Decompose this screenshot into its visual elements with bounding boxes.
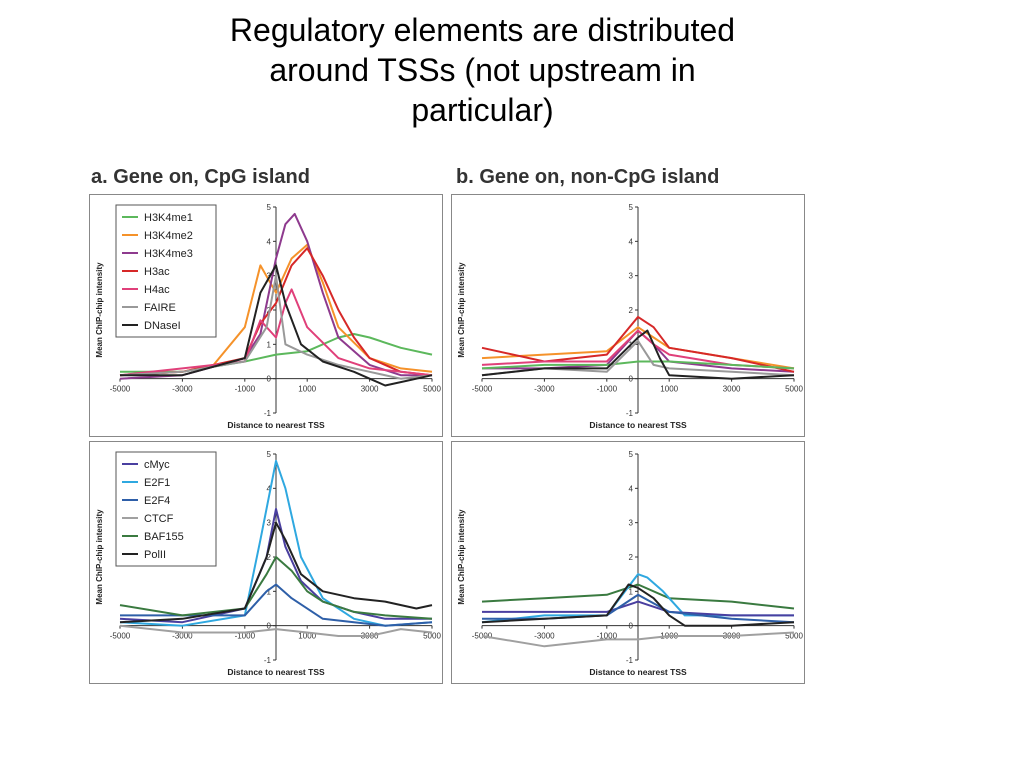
legend-label: DNaseI (144, 320, 181, 332)
y-axis-label: Mean ChIP-chip intensity (95, 262, 104, 358)
slide-title-line-3: particular) (411, 92, 554, 128)
x-tick-label: -5000 (110, 632, 131, 641)
legend-box (115, 451, 217, 567)
slide-title: Regulatory elements are distributed arou… (160, 10, 805, 130)
series-line-baf155 (119, 556, 433, 620)
x-axis-label: Distance to nearest TSS (227, 420, 325, 430)
x-tick-label: 5000 (423, 385, 441, 394)
legend-label: cMyc (144, 459, 170, 471)
x-tick-label: 5000 (785, 385, 803, 394)
y-tick-label: 0 (629, 622, 634, 631)
series-line-ctcf (481, 631, 795, 648)
x-tick-label: -3000 (172, 385, 193, 394)
slide-title-line-2: around TSSs (not upstream in (269, 52, 696, 88)
legend-label: E2F4 (144, 495, 170, 507)
x-tick-label: -3000 (534, 632, 555, 641)
legend-label: H3K4me3 (144, 248, 193, 260)
legend-label: BAF155 (144, 531, 184, 543)
y-axis-label: Mean ChIP-chip intensity (457, 262, 466, 358)
x-axis-label: Distance to nearest TSS (589, 667, 687, 677)
x-tick-label: -5000 (472, 385, 493, 394)
y-tick-label: 0 (267, 375, 272, 384)
y-tick-label: 3 (267, 519, 272, 528)
x-tick-label: -1000 (597, 632, 618, 641)
y-tick-label: -1 (264, 656, 272, 665)
series-line-h3ac (481, 315, 795, 373)
y-tick-label: 5 (267, 450, 272, 459)
x-tick-label: -1000 (597, 385, 618, 394)
y-axis-label: Mean ChIP-chip intensity (95, 509, 104, 605)
legend-label: E2F1 (144, 477, 170, 489)
y-tick-label: 4 (629, 237, 634, 246)
panel-heading-b: b. Gene on, non-CpG island (456, 166, 720, 188)
x-axis-label: Distance to nearest TSS (589, 420, 687, 430)
y-tick-label: 4 (267, 237, 272, 246)
legend-label: H3K4me1 (144, 212, 193, 224)
panel-heading-a: a. Gene on, CpG island (91, 166, 310, 188)
y-tick-label: 4 (629, 484, 634, 493)
legend-label: PolII (144, 549, 166, 561)
chart-panel-bottom-left: -1 0 1 2 3 4 5 -5000 -3000 -1000 1000 3000 5000 Dista… (89, 441, 443, 684)
series-line-h3k4me1 (481, 360, 795, 370)
series-line-h4ac (481, 329, 795, 370)
series-line-dnasei (481, 329, 795, 380)
series-line-dnasei (120, 264, 433, 387)
y-tick-label: 0 (267, 622, 272, 631)
y-tick-label: 5 (629, 203, 634, 212)
legend-label: FAIRE (144, 302, 176, 314)
series-line-cmyc (482, 600, 794, 617)
y-axis-label: Mean ChIP-chip intensity (457, 509, 466, 605)
y-tick-label: -1 (626, 656, 634, 665)
x-tick-label: 3000 (723, 385, 741, 394)
chart-panel-top-left: -1 0 1 2 3 4 5 -5000 -3000 -1000 1000 3000 5000 Dista… (89, 194, 443, 437)
y-tick-label: 2 (629, 553, 634, 562)
x-tick-label: -3000 (172, 632, 193, 641)
y-tick-label: 5 (629, 450, 634, 459)
chart-panel-top-right: -1 0 1 2 3 4 5 -5000 -3000 -1000 1000 3000 5000 Dista… (451, 194, 805, 437)
y-tick-label: 3 (629, 272, 634, 281)
y-tick-label: 5 (267, 203, 272, 212)
series-line-cmyc (119, 507, 432, 624)
legend-label: H3K4me2 (144, 230, 193, 242)
x-tick-label: 1000 (298, 385, 316, 394)
series-line-e2f1 (119, 459, 433, 627)
series-line-polii (481, 583, 795, 627)
y-tick-label: 1 (267, 340, 272, 349)
x-tick-label: -5000 (110, 385, 131, 394)
legend-label: CTCF (144, 513, 174, 525)
x-tick-label: 5000 (423, 632, 441, 641)
y-tick-label: 2 (629, 306, 634, 315)
y-tick-label: 0 (629, 375, 634, 384)
y-tick-label: 2 (267, 553, 272, 562)
y-tick-label: 1 (629, 587, 634, 596)
slide-title-line-1: Regulatory elements are distributed (229, 12, 736, 48)
chart-panel-bottom-right: -1 0 1 2 3 4 5 -5000 -3000 -1000 1000 3000 5000 Dista… (451, 441, 805, 684)
y-tick-label: 3 (629, 519, 634, 528)
series-line-baf155 (481, 583, 795, 610)
y-tick-label: 4 (267, 484, 272, 493)
x-tick-label: -1000 (235, 632, 256, 641)
legend-label: H3ac (144, 266, 170, 278)
x-tick-label: 1000 (298, 632, 316, 641)
x-tick-label: 3000 (361, 385, 379, 394)
y-tick-label: -1 (264, 409, 272, 418)
x-tick-label: 5000 (785, 632, 803, 641)
series-line-e2f4 (120, 583, 433, 627)
legend-label: H4ac (144, 284, 170, 296)
x-tick-label: 1000 (660, 385, 678, 394)
series-line-faire (119, 274, 433, 380)
y-tick-label: 1 (267, 587, 272, 596)
series-line-ctcf (119, 624, 433, 637)
x-tick-label: -1000 (235, 385, 256, 394)
x-axis-label: Distance to nearest TSS (227, 667, 325, 677)
series-line-polii (119, 521, 433, 624)
x-tick-label: -3000 (534, 385, 555, 394)
y-tick-label: -1 (626, 409, 634, 418)
